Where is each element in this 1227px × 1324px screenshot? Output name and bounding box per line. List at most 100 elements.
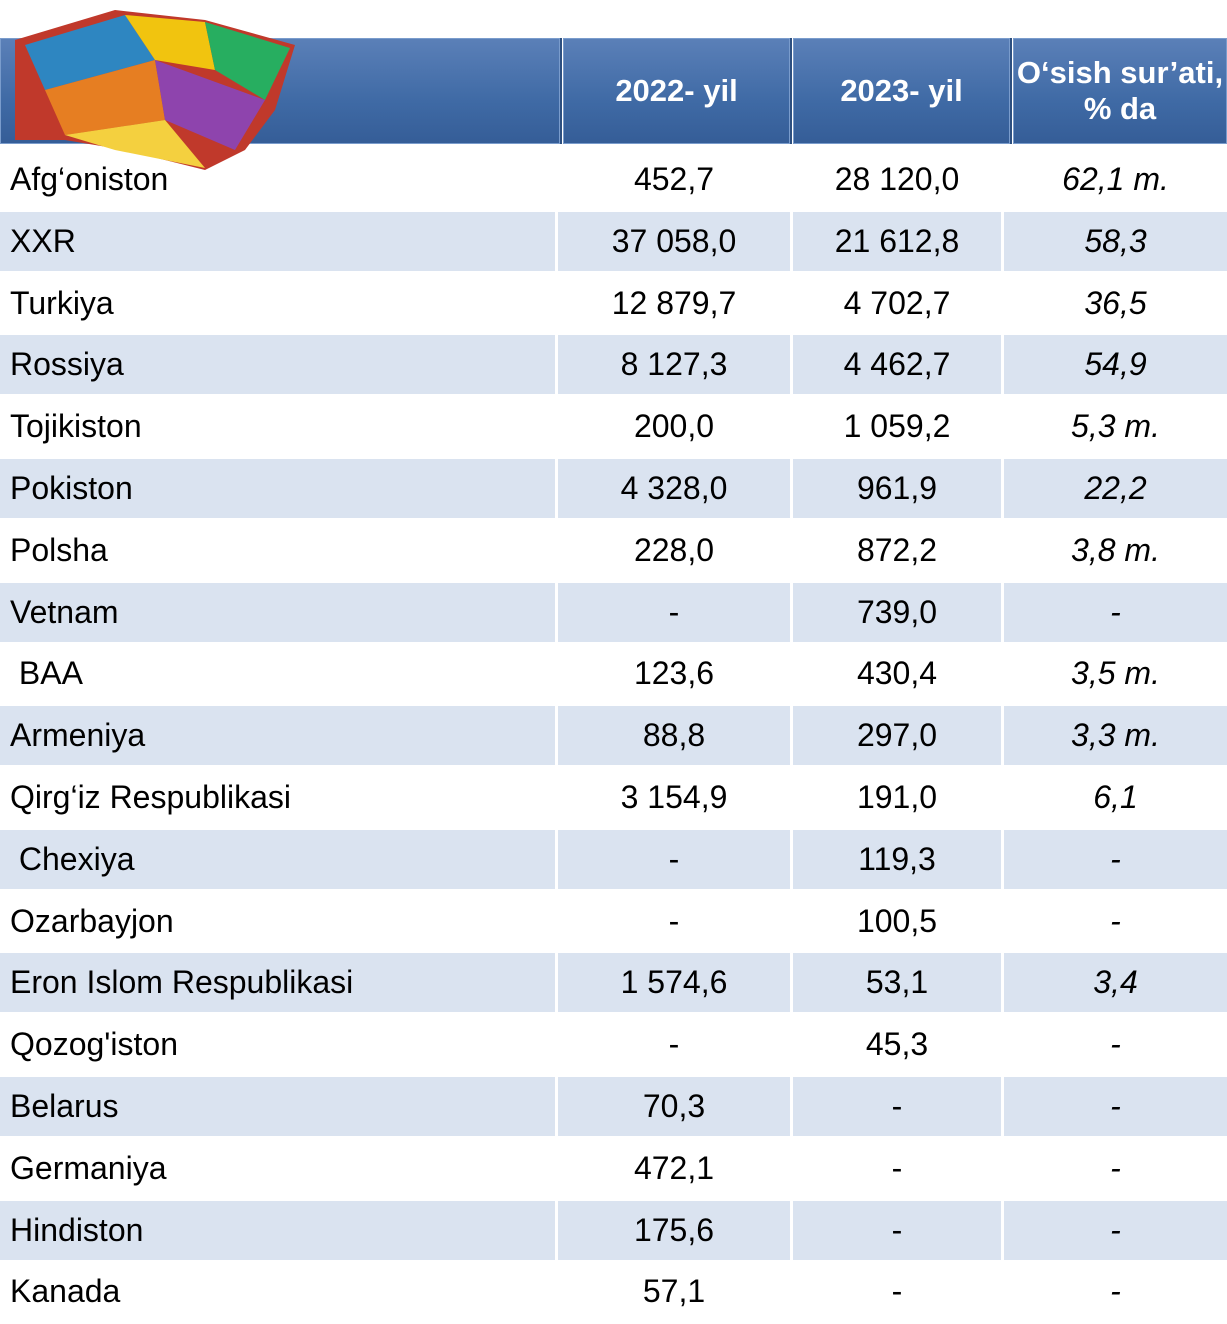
value-cell: 4 462,7 bbox=[793, 335, 1001, 394]
value-cell: 8 127,3 bbox=[558, 335, 790, 394]
value-cell: 1 574,6 bbox=[558, 953, 790, 1012]
country-cell: Belarus bbox=[0, 1077, 555, 1136]
value-cell: 123,6 bbox=[558, 644, 790, 703]
header-cell: 2022- yil bbox=[563, 38, 792, 144]
value-cell: - bbox=[1004, 1077, 1227, 1136]
value-cell: 57,1 bbox=[558, 1262, 790, 1321]
country-cell: Tojikiston bbox=[0, 397, 555, 456]
page: 2022- yil 2023- yil O‘sish sur’ati, % da… bbox=[0, 0, 1227, 1324]
fabric-image bbox=[5, 0, 305, 175]
header-cell: O‘sish sur’ati, % da bbox=[1013, 38, 1227, 144]
value-cell: 36,5 bbox=[1004, 274, 1227, 333]
value-cell: 297,0 bbox=[793, 706, 1001, 765]
value-cell: 1 059,2 bbox=[793, 397, 1001, 456]
country-cell: Qozog'iston bbox=[0, 1015, 555, 1074]
value-cell: 472,1 bbox=[558, 1139, 790, 1198]
country-cell: Germaniya bbox=[0, 1139, 555, 1198]
value-cell: 37 058,0 bbox=[558, 212, 790, 271]
value-cell: 53,1 bbox=[793, 953, 1001, 1012]
value-cell: 872,2 bbox=[793, 521, 1001, 580]
value-cell: 88,8 bbox=[558, 706, 790, 765]
value-cell: 3,4 bbox=[1004, 953, 1227, 1012]
value-cell: 21 612,8 bbox=[793, 212, 1001, 271]
value-cell: 191,0 bbox=[793, 768, 1001, 827]
value-cell: 175,6 bbox=[558, 1201, 790, 1260]
country-cell: XXR bbox=[0, 212, 555, 271]
value-cell: 6,1 bbox=[1004, 768, 1227, 827]
value-cell: - bbox=[793, 1077, 1001, 1136]
table-row: Ozarbayjon-100,5- bbox=[0, 892, 1227, 954]
country-cell: Vetnam bbox=[0, 583, 555, 642]
value-cell: - bbox=[793, 1262, 1001, 1321]
value-cell: 739,0 bbox=[793, 583, 1001, 642]
value-cell: 58,3 bbox=[1004, 212, 1227, 271]
value-cell: - bbox=[1004, 583, 1227, 642]
country-cell: Chexiya bbox=[0, 830, 555, 889]
value-cell: 100,5 bbox=[793, 892, 1001, 951]
country-cell: Rossiya bbox=[0, 335, 555, 394]
value-cell: 12 879,7 bbox=[558, 274, 790, 333]
table-row: Chexiya-119,3- bbox=[0, 830, 1227, 892]
value-cell: 62,1 m. bbox=[1004, 150, 1227, 209]
value-cell: - bbox=[1004, 830, 1227, 889]
value-cell: 4 328,0 bbox=[558, 459, 790, 518]
value-cell: 4 702,7 bbox=[793, 274, 1001, 333]
country-cell: Pokiston bbox=[0, 459, 555, 518]
value-cell: 961,9 bbox=[793, 459, 1001, 518]
country-cell: Kanada bbox=[0, 1262, 555, 1321]
value-cell: 22,2 bbox=[1004, 459, 1227, 518]
header-cell: 2023- yil bbox=[793, 38, 1012, 144]
country-cell: BAA bbox=[0, 644, 555, 703]
value-cell: 5,3 m. bbox=[1004, 397, 1227, 456]
country-cell: Polsha bbox=[0, 521, 555, 580]
table-row: Qozog'iston-45,3- bbox=[0, 1015, 1227, 1077]
value-cell: - bbox=[1004, 1262, 1227, 1321]
country-cell: Qirg‘iz Respublikasi bbox=[0, 768, 555, 827]
value-cell: - bbox=[1004, 1139, 1227, 1198]
country-cell: Eron Islom Respublikasi bbox=[0, 953, 555, 1012]
value-cell: 45,3 bbox=[793, 1015, 1001, 1074]
value-cell: - bbox=[558, 892, 790, 951]
value-cell: 452,7 bbox=[558, 150, 790, 209]
country-cell: Hindiston bbox=[0, 1201, 555, 1260]
value-cell: - bbox=[1004, 1015, 1227, 1074]
value-cell: - bbox=[558, 830, 790, 889]
table-row: Vetnam-739,0- bbox=[0, 583, 1227, 645]
value-cell: - bbox=[1004, 1201, 1227, 1260]
value-cell: - bbox=[1004, 892, 1227, 951]
country-cell: Turkiya bbox=[0, 274, 555, 333]
value-cell: 70,3 bbox=[558, 1077, 790, 1136]
value-cell: 200,0 bbox=[558, 397, 790, 456]
value-cell: 3,5 m. bbox=[1004, 644, 1227, 703]
country-cell: Ozarbayjon bbox=[0, 892, 555, 951]
value-cell: - bbox=[793, 1139, 1001, 1198]
value-cell: 3,8 m. bbox=[1004, 521, 1227, 580]
value-cell: 28 120,0 bbox=[793, 150, 1001, 209]
value-cell: - bbox=[558, 1015, 790, 1074]
country-cell: Afg‘oniston bbox=[0, 150, 555, 209]
value-cell: 3 154,9 bbox=[558, 768, 790, 827]
value-cell: 228,0 bbox=[558, 521, 790, 580]
country-cell: Armeniya bbox=[0, 706, 555, 765]
value-cell: 54,9 bbox=[1004, 335, 1227, 394]
value-cell: - bbox=[558, 583, 790, 642]
value-cell: - bbox=[793, 1201, 1001, 1260]
value-cell: 119,3 bbox=[793, 830, 1001, 889]
value-cell: 3,3 m. bbox=[1004, 706, 1227, 765]
